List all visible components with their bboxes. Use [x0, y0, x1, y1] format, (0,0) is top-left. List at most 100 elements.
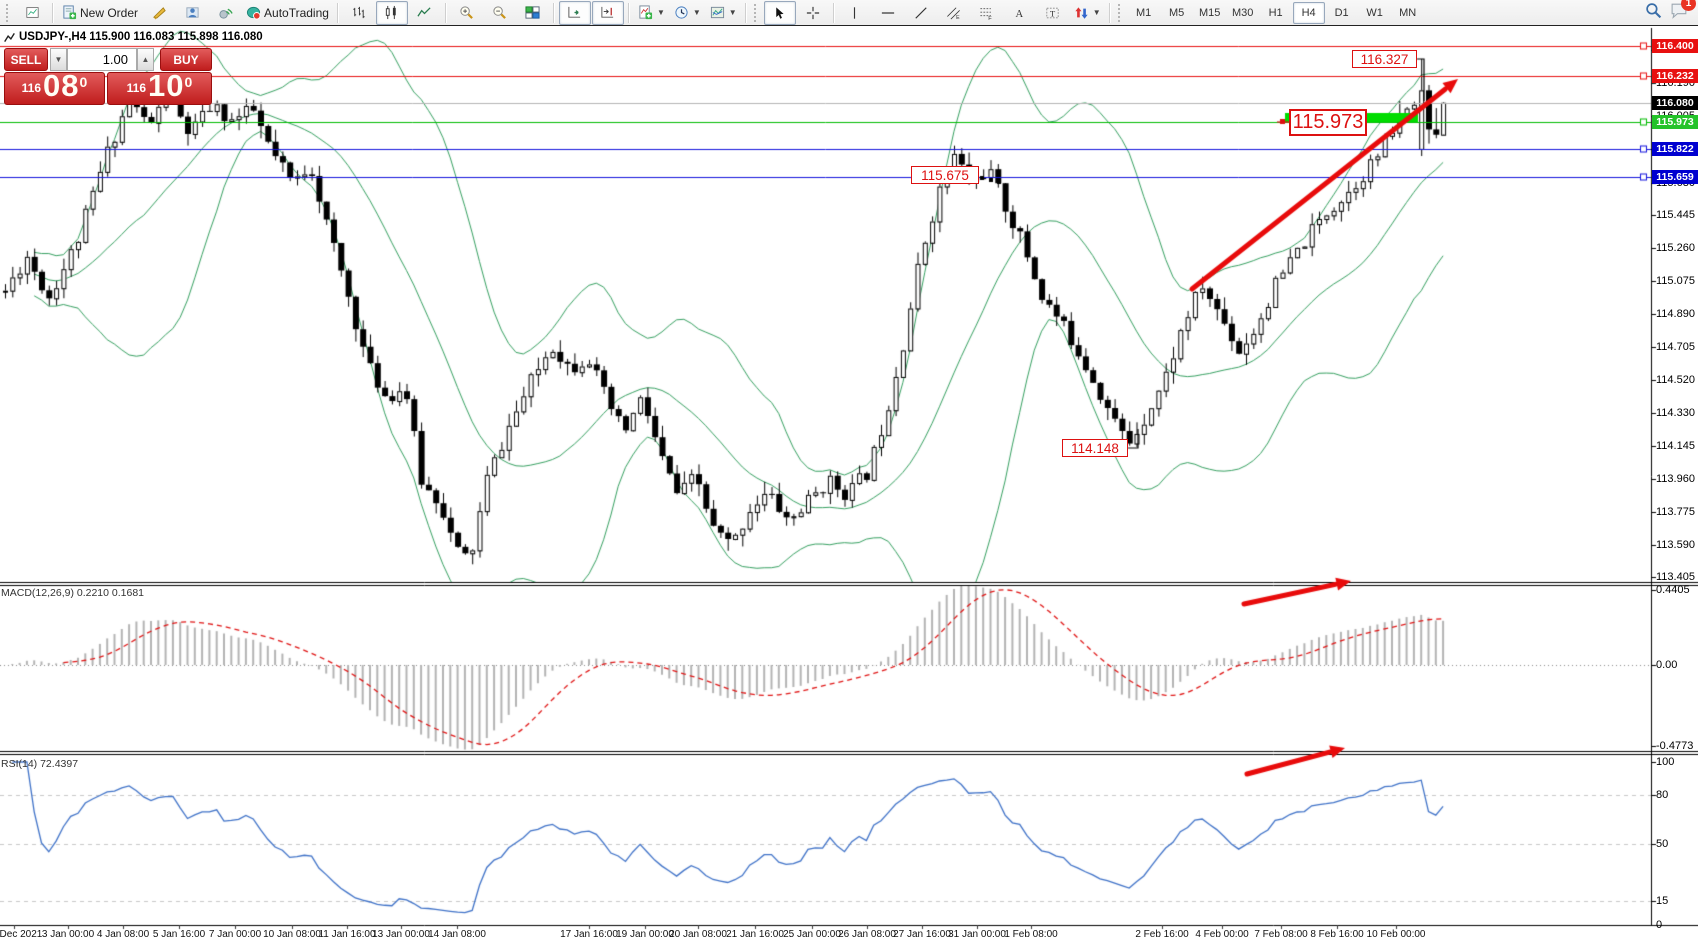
chart-title-icon — [4, 32, 15, 42]
periods-dropdown-caret[interactable]: ▼ — [692, 8, 701, 17]
search-icon[interactable] — [1645, 2, 1662, 24]
candlestick-button[interactable] — [375, 0, 408, 25]
auto-scroll-icon — [568, 6, 581, 18]
new-order-button[interactable]: New Order — [58, 1, 142, 25]
zoom-in-button[interactable] — [451, 1, 483, 25]
shift-chart-button[interactable] — [591, 0, 624, 25]
trendline-button[interactable] — [905, 1, 937, 25]
periods-button[interactable]: ▼ — [670, 1, 705, 25]
price-annotation[interactable]: 115.973 — [1289, 109, 1367, 136]
new-order-label: New Order — [80, 5, 139, 20]
date-axis-label: 30 Dec 2021 — [0, 929, 43, 940]
timeframe-w1[interactable]: W1 — [1366, 6, 1383, 19]
buy-price[interactable]: 116 10 0 — [107, 70, 212, 105]
horizontal-line-button[interactable] — [872, 1, 904, 25]
signals-button[interactable] — [209, 1, 241, 25]
price-annotation[interactable]: 115.675 — [911, 166, 979, 184]
macd-label: MACD(12,26,9) 0.2210 0.1681 — [1, 587, 145, 599]
vertical-line-button[interactable] — [839, 1, 871, 25]
fibonacci-icon: F — [980, 7, 992, 20]
timeframe-m1[interactable]: M1 — [1136, 6, 1152, 19]
notification-badge: 1 — [1681, 0, 1696, 11]
timeframe-h1[interactable]: H1 — [1268, 6, 1283, 19]
equidistant-channel-button[interactable]: E — [938, 1, 970, 25]
cursor-button[interactable] — [763, 0, 796, 25]
timeframe-mn[interactable]: MN — [1399, 6, 1417, 19]
sell-price[interactable]: 116 08 0 — [4, 70, 105, 105]
templates-dropdown-caret[interactable]: ▼ — [728, 8, 737, 17]
price-axis-tick: 114.890 — [1656, 307, 1695, 320]
timeframe-m5[interactable]: M5 — [1169, 6, 1185, 19]
price-line-badge: 115.659 — [1652, 170, 1698, 185]
price-axis-tick: 114.520 — [1656, 373, 1695, 386]
community-button[interactable] — [176, 1, 208, 25]
date-axis-label: 5 Jan 16:00 — [152, 929, 206, 940]
sell-button[interactable]: SELL — [4, 48, 48, 71]
date-axis-label: 2 Feb 16:00 — [1135, 929, 1189, 940]
chat-button[interactable]: 1 — [1670, 0, 1696, 24]
templates-icon — [710, 6, 724, 19]
equidistant-channel-icon: E — [947, 6, 960, 20]
text-label-button[interactable]: T — [1037, 1, 1069, 25]
date-axis-label: 3 Jan 00:00 — [41, 929, 95, 940]
fibonacci-button[interactable]: F — [971, 1, 1003, 25]
crosshair-icon — [806, 6, 819, 19]
macd-axis-tick: 0.00 — [1656, 659, 1678, 671]
text-button[interactable]: A — [1004, 1, 1036, 25]
zoom-out-button[interactable] — [484, 1, 516, 25]
autotrading-icon — [246, 6, 261, 20]
arrows-button[interactable]: ▼ — [1070, 1, 1105, 25]
volume-input[interactable]: 1.00 — [67, 48, 137, 71]
trendline-icon — [915, 6, 927, 19]
periods-clock-icon — [675, 6, 688, 19]
date-axis-label: 11 Jan 16:00 — [318, 929, 376, 940]
date-axis-label: 10 Feb 00:00 — [1366, 929, 1426, 940]
line-chart-button[interactable] — [409, 1, 441, 25]
timeframe-h4[interactable]: H4 — [1292, 1, 1325, 24]
timeframe-bar: M1 M5 M15 M30 H1 H4 D1 W1 MN — [1128, 1, 1424, 24]
price-axis-tick: 113.590 — [1656, 538, 1695, 551]
bar-chart-button[interactable] — [343, 1, 375, 25]
buy-button[interactable]: BUY — [160, 48, 212, 71]
price-line-badge: 116.080 — [1652, 95, 1698, 110]
date-axis-label: 8 Feb 16:00 — [1310, 929, 1364, 940]
indicators-dropdown-caret[interactable]: ▼ — [656, 8, 665, 17]
price-axis-tick: 115.260 — [1656, 242, 1695, 255]
date-axis-label: 13 Jan 00:00 — [372, 929, 430, 940]
price-axis-tick: 113.775 — [1656, 505, 1695, 518]
timeframe-m30[interactable]: M30 — [1231, 6, 1254, 19]
autotrading-label: AutoTrading — [264, 5, 329, 20]
timeframe-d1[interactable]: D1 — [1334, 6, 1349, 19]
new-order-icon — [63, 5, 77, 20]
date-axis-label: 10 Jan 08:00 — [263, 929, 321, 940]
macd-axis-tick: -0.4773 — [1656, 740, 1694, 753]
timeframe-m15[interactable]: M15 — [1198, 6, 1221, 19]
date-axis-label: 4 Jan 08:00 — [96, 929, 150, 940]
tile-windows-button[interactable] — [517, 1, 549, 25]
vertical-line-icon — [854, 6, 856, 19]
autotrading-button[interactable]: AutoTrading — [242, 1, 333, 25]
arrows-dropdown-caret[interactable]: ▼ — [1092, 8, 1101, 17]
volume-decrease-button[interactable]: ▼ — [50, 48, 67, 71]
crosshair-button[interactable] — [797, 1, 829, 25]
macd-axis-tick: 0.4405 — [1656, 584, 1690, 597]
bar-chart-icon — [353, 6, 366, 19]
chart-window-icon — [16, 1, 48, 25]
date-axis-label: 4 Feb 00:00 — [1195, 929, 1249, 940]
market-button[interactable] — [143, 1, 175, 25]
text-label-icon: T — [1046, 7, 1059, 18]
toolbar: New Order AutoTrading — [0, 0, 1698, 26]
toolbar-grip[interactable] — [6, 3, 12, 22]
price-annotation[interactable]: 116.327 — [1352, 50, 1417, 68]
templates-button[interactable]: ▼ — [706, 1, 741, 25]
volume-increase-button[interactable]: ▲ — [137, 48, 154, 71]
arrows-icon — [1075, 6, 1088, 19]
indicators-button[interactable]: ▼ — [634, 1, 669, 25]
auto-scroll-button[interactable] — [558, 0, 591, 25]
price-annotation[interactable]: 114.148 — [1062, 439, 1128, 457]
zoom-in-icon — [460, 6, 474, 19]
svg-text:A: A — [1016, 9, 1024, 20]
price-axis-tick: 115.445 — [1656, 209, 1695, 222]
